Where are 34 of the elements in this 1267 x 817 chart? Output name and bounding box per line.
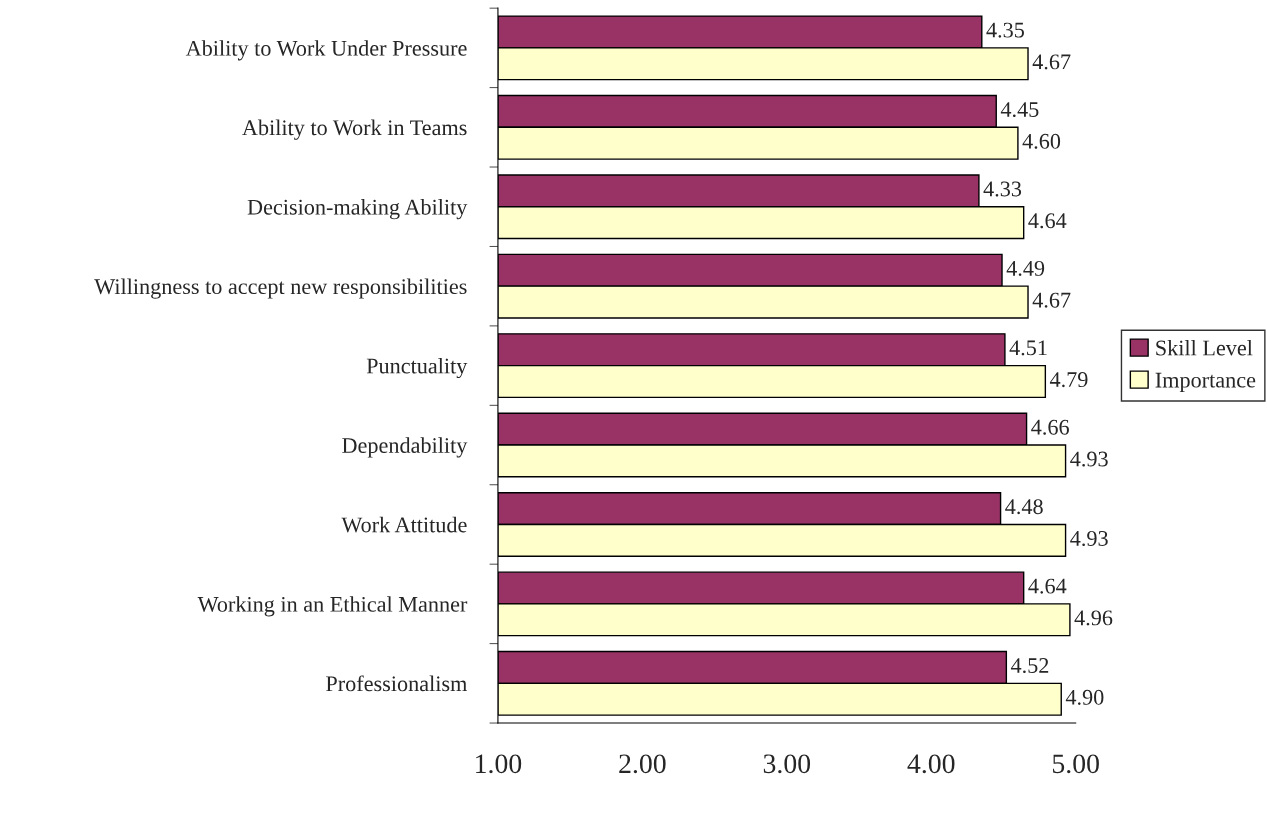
data-label: 4.35 xyxy=(986,22,1024,38)
data-label: 4.90 xyxy=(1065,689,1104,705)
y-tick-label: Punctuality xyxy=(366,357,468,379)
data-label: 4.64 xyxy=(1028,213,1067,229)
data-label: 4.96 xyxy=(1074,610,1113,626)
data-label: 4.67 xyxy=(1032,292,1071,308)
data-label: 4.49 xyxy=(1006,260,1045,276)
x-tick-label: 3.00 xyxy=(763,754,811,774)
y-tick-label: Professionalism xyxy=(326,675,468,692)
data-label: 4.60 xyxy=(1022,133,1061,149)
y-tick-label: Dependability xyxy=(342,437,468,458)
legend-label: Skill Level xyxy=(1156,339,1253,356)
data-label: 4.64 xyxy=(1028,578,1067,594)
data-label: 4.45 xyxy=(1000,102,1039,118)
data-label: 4.93 xyxy=(1070,530,1108,547)
data-label: 4.67 xyxy=(1032,54,1071,70)
legend-label: Importance xyxy=(1155,372,1256,393)
data-label: 4.48 xyxy=(1005,499,1043,515)
data-label: 4.79 xyxy=(1049,372,1088,388)
y-tick-label: Work Attitude xyxy=(341,516,467,533)
y-tick-label: Ability to Work Under Pressure xyxy=(185,40,467,61)
data-label: 4.51 xyxy=(1009,340,1047,356)
y-tick-label: Working in an Ethical Manner xyxy=(197,596,468,617)
data-label: 4.93 xyxy=(1070,451,1108,467)
data-label: 4.33 xyxy=(983,181,1022,197)
x-tick-label: 5.00 xyxy=(1052,754,1099,774)
y-tick-label: Willingness to accept new responsibilities xyxy=(94,278,467,299)
data-label: 4.66 xyxy=(1031,419,1069,435)
y-tick-label: Ability to Work in Teams xyxy=(242,119,467,140)
y-tick-label: Decision-making Ability xyxy=(247,199,468,220)
x-tick-label: 1.00 xyxy=(476,754,522,774)
data-label: 4.52 xyxy=(1010,658,1049,674)
x-tick-label: 2.00 xyxy=(619,754,666,774)
x-tick-label: 4.00 xyxy=(907,754,955,774)
